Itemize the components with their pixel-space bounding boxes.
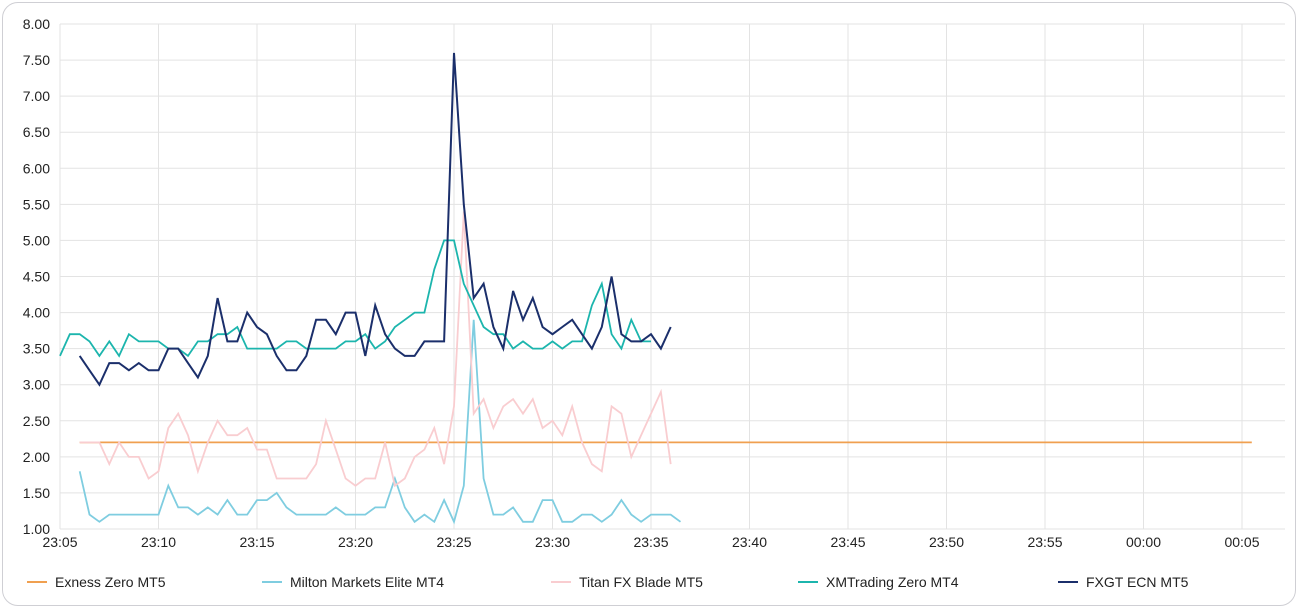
x-tick-label: 23:05 [42, 534, 77, 550]
y-tick-label: 7.50 [23, 52, 50, 68]
x-tick-label: 23:25 [436, 534, 471, 550]
legend-item-exness-zero-mt5-label: Exness Zero MT5 [55, 574, 166, 590]
x-tick-label: 00:05 [1224, 534, 1259, 550]
y-tick-label: 6.50 [23, 124, 50, 140]
y-tick-label: 5.50 [23, 196, 50, 212]
legend-item-xmtrading-zero-mt4: XMTrading Zero MT4 [798, 574, 959, 590]
legend-item-milton-markets-elite-mt4: Milton Markets Elite MT4 [262, 574, 444, 590]
legend-item-titan-fx-blade-mt5: Titan FX Blade MT5 [551, 574, 703, 590]
x-tick-label: 23:35 [633, 534, 668, 550]
legend-item-xmtrading-zero-mt4-label: XMTrading Zero MT4 [826, 574, 959, 590]
legend-item-fxgt-ecn-mt5: FXGT ECN MT5 [1058, 574, 1189, 590]
y-tick-label: 8.00 [23, 16, 50, 32]
series-line-xmtrading-zero-mt4 [59, 239, 651, 358]
y-tick-label: 5.00 [23, 232, 50, 248]
series-lines [59, 52, 1252, 525]
legend-item-exness-zero-mt5: Exness Zero MT5 [27, 574, 166, 590]
y-tick-label: 1.00 [23, 521, 50, 537]
x-tick-label: 23:15 [239, 534, 274, 550]
series-line-milton-markets-elite-mt4 [78, 319, 682, 525]
x-tick-label: 23:40 [732, 534, 767, 550]
series-line-fxgt-ecn-mt5 [78, 52, 672, 387]
y-tick-label: 3.50 [23, 341, 50, 357]
y-tick-label: 2.50 [23, 413, 50, 429]
legend-item-milton-markets-elite-mt4-label: Milton Markets Elite MT4 [290, 574, 444, 590]
legend-item-fxgt-ecn-mt5-label: FXGT ECN MT5 [1086, 574, 1189, 590]
y-axis-ticks: 1.00 1.50 2.00 2.50 3.00 3.50 4.00 4.50 5.00 5.50… [23, 16, 50, 537]
legend-item-titan-fx-blade-mt5-label: Titan FX Blade MT5 [579, 574, 703, 590]
x-axis-ticks: 23:05 23:10 23:15 23:20 23:25 23:30 23:35 23:40… [42, 534, 1259, 550]
grid-lines [59, 23, 1285, 530]
x-tick-label: 23:20 [338, 534, 373, 550]
x-tick-label: 23:10 [141, 534, 176, 550]
x-tick-label: 23:45 [830, 534, 865, 550]
x-tick-label: 23:55 [1027, 534, 1062, 550]
y-tick-label: 1.50 [23, 485, 50, 501]
y-tick-label: 2.00 [23, 449, 50, 465]
legend: Exness Zero MT5 Milton Markets Elite MT4 T… [27, 574, 1189, 590]
x-tick-label: 23:50 [929, 534, 964, 550]
y-tick-label: 4.00 [23, 305, 50, 321]
x-tick-label: 23:30 [535, 534, 570, 550]
y-tick-label: 3.00 [23, 377, 50, 393]
y-tick-label: 7.00 [23, 88, 50, 104]
y-tick-label: 6.00 [23, 160, 50, 176]
y-tick-label: 4.50 [23, 269, 50, 285]
x-tick-label: 00:00 [1126, 534, 1161, 550]
series-line-titan-fx-blade-mt5 [79, 211, 672, 488]
